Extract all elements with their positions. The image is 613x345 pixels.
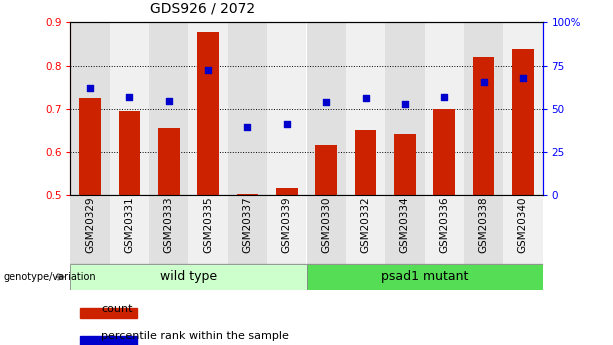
Text: GSM20334: GSM20334 <box>400 196 410 253</box>
Text: GSM20340: GSM20340 <box>518 196 528 253</box>
Bar <box>228 195 267 264</box>
Bar <box>80 308 137 318</box>
Bar <box>346 195 385 264</box>
Bar <box>158 128 180 195</box>
Bar <box>306 195 346 264</box>
Bar <box>110 195 149 264</box>
Bar <box>119 111 140 195</box>
Text: count: count <box>101 304 132 314</box>
Text: GSM20330: GSM20330 <box>321 196 331 253</box>
Bar <box>306 22 346 195</box>
Bar <box>267 195 306 264</box>
Point <box>400 101 409 107</box>
Bar <box>267 22 306 195</box>
Bar <box>149 22 189 195</box>
Point <box>85 85 95 91</box>
Point <box>321 99 331 105</box>
Bar <box>276 188 298 195</box>
Bar <box>70 195 110 264</box>
Text: psad1 mutant: psad1 mutant <box>381 270 468 283</box>
Bar <box>149 195 189 264</box>
Bar <box>346 22 385 195</box>
Text: GSM20338: GSM20338 <box>479 196 489 253</box>
Bar <box>110 22 149 195</box>
Bar <box>189 22 228 195</box>
Bar <box>385 22 424 195</box>
Bar <box>237 194 258 195</box>
Point <box>164 98 173 104</box>
Point <box>243 124 253 129</box>
Text: genotype/variation: genotype/variation <box>3 272 96 282</box>
Bar <box>424 195 464 264</box>
Bar <box>70 264 306 290</box>
Text: GSM20339: GSM20339 <box>282 196 292 253</box>
Text: GSM20332: GSM20332 <box>360 196 370 253</box>
Text: GSM20335: GSM20335 <box>203 196 213 253</box>
Text: percentile rank within the sample: percentile rank within the sample <box>101 331 289 341</box>
Bar <box>228 22 267 195</box>
Bar <box>503 195 543 264</box>
Bar <box>433 109 455 195</box>
Point <box>360 96 370 101</box>
Point <box>124 94 134 99</box>
Bar <box>464 195 503 264</box>
Point <box>479 79 489 85</box>
Bar <box>503 22 543 195</box>
Point <box>440 94 449 99</box>
Text: GSM20331: GSM20331 <box>124 196 134 253</box>
Bar <box>189 195 228 264</box>
Bar <box>512 49 534 195</box>
Bar <box>70 22 110 195</box>
Text: GSM20336: GSM20336 <box>439 196 449 253</box>
Bar <box>306 264 543 290</box>
Bar <box>394 134 416 195</box>
Bar <box>424 22 464 195</box>
Text: GDS926 / 2072: GDS926 / 2072 <box>150 1 255 16</box>
Bar <box>355 130 376 195</box>
Text: GSM20329: GSM20329 <box>85 196 95 253</box>
Bar <box>80 336 137 345</box>
Text: GSM20333: GSM20333 <box>164 196 174 253</box>
Bar <box>197 32 219 195</box>
Point <box>204 67 213 72</box>
Text: GSM20337: GSM20337 <box>243 196 253 253</box>
Bar <box>315 145 337 195</box>
Point <box>518 75 528 80</box>
Point <box>282 121 292 127</box>
Bar <box>464 22 503 195</box>
Bar <box>79 98 101 195</box>
Text: wild type: wild type <box>160 270 217 283</box>
Bar <box>473 57 494 195</box>
Bar <box>385 195 424 264</box>
